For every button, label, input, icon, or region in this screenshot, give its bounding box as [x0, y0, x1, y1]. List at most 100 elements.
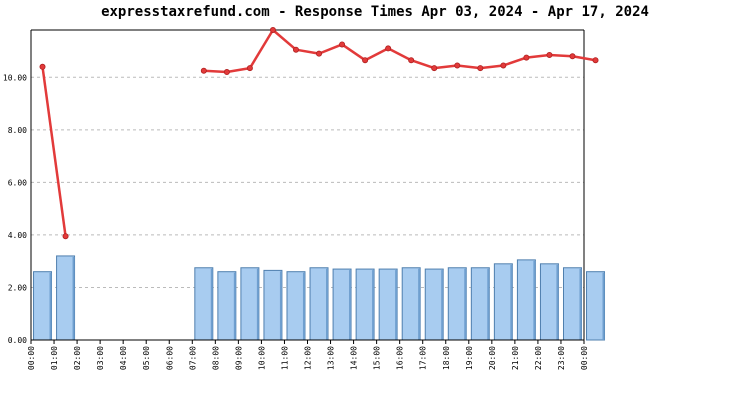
- series-line: [41, 66, 67, 237]
- data-point: [223, 69, 230, 76]
- bar: [424, 268, 444, 341]
- data-point: [408, 57, 415, 64]
- bar: [401, 267, 421, 341]
- x-tick-label: 08:00: [211, 346, 220, 370]
- bar-shade: [72, 256, 75, 340]
- data-point: [546, 51, 553, 58]
- data-point: [292, 46, 299, 53]
- data-point: [39, 63, 46, 70]
- x-tick-label: 15:00: [373, 346, 382, 370]
- series-line: [203, 28, 596, 74]
- bar: [309, 267, 329, 341]
- bar: [286, 271, 306, 341]
- bar: [217, 271, 237, 341]
- data-point: [246, 65, 253, 72]
- x-tick-label: 16:00: [396, 346, 405, 370]
- bar: [539, 263, 559, 341]
- y-tick-label: 4.00: [8, 231, 27, 240]
- bar-shade: [302, 272, 305, 340]
- bar-shade: [418, 268, 421, 340]
- bar: [332, 268, 352, 341]
- data-point: [339, 41, 346, 48]
- x-tick-label: 10:00: [257, 346, 266, 370]
- bar-series: [33, 255, 606, 341]
- bar-shade: [279, 271, 282, 340]
- x-tick-label: 22:00: [534, 346, 543, 370]
- data-point: [269, 26, 276, 33]
- y-tick-label: 8.00: [8, 126, 27, 135]
- bar: [562, 267, 582, 341]
- bar: [378, 268, 398, 341]
- bar: [493, 263, 513, 341]
- bar-shade: [395, 270, 398, 340]
- x-tick-label: 06:00: [165, 346, 174, 370]
- x-tick-label: 11:00: [280, 346, 289, 370]
- bar-shade: [510, 264, 513, 340]
- data-point: [477, 65, 484, 72]
- data-point: [62, 233, 69, 240]
- bar: [355, 268, 375, 341]
- data-point: [592, 57, 599, 64]
- bar: [33, 271, 53, 341]
- bar: [56, 255, 76, 341]
- bar-shade: [349, 270, 352, 340]
- bar-shade: [372, 270, 375, 340]
- x-tick-label: 19:00: [465, 346, 474, 370]
- bar-shade: [326, 268, 329, 340]
- y-tick-label: 0.00: [8, 336, 27, 345]
- x-tick-label: 03:00: [96, 346, 105, 370]
- x-tick-label: 00:00: [580, 346, 589, 370]
- axes: [30, 29, 585, 344]
- bar-shade: [579, 268, 582, 340]
- x-tick-label: 14:00: [350, 346, 359, 370]
- grid-lines: [31, 76, 584, 288]
- x-tick-labels: 00:00 01:00 02:00 03:00 04:00 05:00 06:00 07:00…: [27, 346, 589, 370]
- bar: [516, 259, 536, 341]
- bar: [240, 267, 260, 341]
- x-tick-label: 07:00: [188, 346, 197, 370]
- y-tick-labels: 0.00 2.00 4.00 6.00 8.00 10.00: [3, 73, 27, 345]
- bar-shade: [233, 272, 236, 340]
- data-point: [385, 45, 392, 52]
- bar: [194, 267, 214, 341]
- x-tick-label: 23:00: [557, 346, 566, 370]
- bar: [263, 269, 283, 341]
- bar-shade: [487, 268, 490, 340]
- x-tick-label: 05:00: [142, 346, 151, 370]
- data-point: [523, 54, 530, 61]
- bar-shade: [533, 260, 536, 340]
- bar-shade: [602, 272, 605, 340]
- x-tick-label: 02:00: [73, 346, 82, 370]
- x-tick-label: 17:00: [419, 346, 428, 370]
- x-tick-label: 21:00: [511, 346, 520, 370]
- bar-shade: [464, 268, 467, 340]
- bar-shade: [210, 268, 213, 340]
- bar-shade: [556, 264, 559, 340]
- x-tick-label: 09:00: [234, 346, 243, 370]
- chart-title: expresstaxrefund.com - Response Times Ap…: [101, 4, 649, 20]
- data-point: [431, 65, 438, 72]
- x-tick-label: 12:00: [304, 346, 313, 370]
- y-tick-label: 6.00: [8, 178, 27, 187]
- x-tick-label: 13:00: [327, 346, 336, 370]
- x-tick-label: 04:00: [119, 346, 128, 370]
- bar: [447, 267, 467, 341]
- data-point: [200, 67, 207, 74]
- x-tick-label: 18:00: [442, 346, 451, 370]
- bar-shade: [256, 268, 259, 340]
- bar: [586, 271, 606, 341]
- y-tick-label: 2.00: [8, 283, 27, 292]
- bar-shade: [441, 270, 444, 340]
- x-tick-label: 00:00: [27, 346, 36, 370]
- data-point: [454, 62, 461, 69]
- data-point: [316, 50, 323, 57]
- line-series: [39, 26, 599, 240]
- data-point: [569, 53, 576, 60]
- bar-shade: [49, 272, 52, 340]
- data-point: [362, 57, 369, 64]
- x-tick-label: 20:00: [488, 346, 497, 370]
- y-tick-label: 10.00: [3, 73, 27, 82]
- bar: [470, 267, 490, 341]
- data-point: [500, 62, 507, 69]
